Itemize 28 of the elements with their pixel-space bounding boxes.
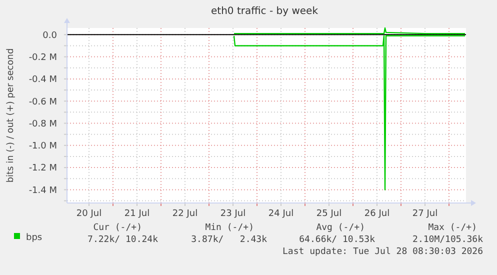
text: 2.10M/105.36k bbox=[412, 235, 484, 245]
text: 7.22k/ 10.24k bbox=[88, 235, 159, 245]
text: Last update: Tue Jul 28 08:30:03 2026 bbox=[282, 247, 483, 257]
y-tick-label: -0.6 M bbox=[28, 97, 57, 108]
y-tick-label: -1.0 M bbox=[28, 142, 57, 152]
x-tick-label: 20 Jul bbox=[76, 209, 102, 219]
x-tick-label: 27 Jul bbox=[412, 209, 438, 219]
text: Cur (-/+) bbox=[93, 223, 142, 233]
text: Avg (-/+) bbox=[316, 223, 365, 233]
x-tick-label: 24 Jul bbox=[268, 209, 294, 219]
y-tick-label: -0.8 M bbox=[28, 119, 57, 130]
x-tick-label: 23 Jul bbox=[220, 209, 246, 219]
y-tick-label: 0.0 bbox=[42, 30, 58, 41]
y-tick-label: -1.2 M bbox=[28, 164, 57, 174]
chart-title: eth0 traffic - by week bbox=[211, 6, 318, 17]
x-tick-label: 25 Jul bbox=[316, 209, 342, 219]
x-tick-label: 22 Jul bbox=[172, 209, 198, 219]
text: Max (-/+) bbox=[428, 223, 477, 233]
y-tick-label: -0.4 M bbox=[28, 75, 57, 86]
x-tick-label: 26 Jul bbox=[364, 209, 390, 219]
y-axis-title: bits in (-) / out (+) per second bbox=[6, 48, 16, 183]
y-tick-label: -1.4 M bbox=[28, 186, 57, 196]
x-tick-label: 21 Jul bbox=[124, 209, 150, 219]
legend-label: bps bbox=[26, 233, 42, 243]
text: Min (-/+) bbox=[205, 223, 254, 233]
y-tick-label: -0.2 M bbox=[28, 52, 57, 63]
text: 3.87k/ 2.43k bbox=[191, 235, 268, 245]
text: 64.66k/ 10.53k bbox=[299, 235, 376, 245]
